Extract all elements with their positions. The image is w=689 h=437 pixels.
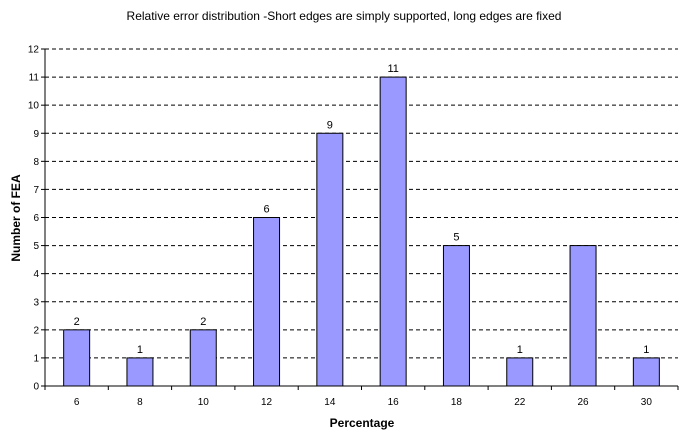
x-tick-label: 26 bbox=[577, 397, 589, 408]
data-label: 1 bbox=[137, 344, 143, 356]
x-tick-label: 6 bbox=[74, 397, 80, 408]
y-tick-label: 12 bbox=[28, 45, 40, 56]
y-tick-label: 10 bbox=[28, 101, 40, 112]
x-tick-label: 8 bbox=[137, 397, 143, 408]
y-tick-label: 4 bbox=[33, 269, 39, 280]
data-label: 2 bbox=[200, 316, 206, 328]
y-tick-label: 11 bbox=[29, 73, 40, 84]
y-tick-label: 9 bbox=[33, 129, 39, 140]
data-label: 1 bbox=[643, 344, 649, 356]
data-label: 1 bbox=[517, 344, 523, 356]
bar-18 bbox=[442, 245, 470, 387]
y-tick-label: 1 bbox=[33, 353, 39, 364]
x-tick-label: 18 bbox=[451, 397, 463, 408]
bar-6 bbox=[63, 329, 91, 387]
gridlines bbox=[45, 48, 678, 359]
data-label: 6 bbox=[263, 204, 269, 216]
y-axis-label: Number of FEA bbox=[9, 174, 23, 262]
x-tick-label: 30 bbox=[641, 397, 653, 408]
x-tick-label: 22 bbox=[514, 397, 526, 408]
bar-16 bbox=[379, 76, 407, 387]
x-tick-label: 16 bbox=[388, 397, 400, 408]
bar-10 bbox=[189, 329, 217, 387]
y-tick-label: 2 bbox=[33, 325, 39, 336]
y-tick-label: 3 bbox=[33, 297, 39, 308]
x-tick-label: 12 bbox=[261, 397, 273, 408]
bar-26 bbox=[569, 245, 597, 387]
data-label: 2 bbox=[74, 316, 80, 328]
x-axis-ticks: 6 8 10 12 14 16 18 22 26 30 bbox=[44, 386, 679, 408]
data-label: 5 bbox=[453, 232, 459, 244]
y-tick-label: 0 bbox=[33, 382, 39, 393]
bar-30 bbox=[632, 357, 660, 387]
x-axis-label: Percentage bbox=[330, 416, 395, 430]
bar-14 bbox=[316, 132, 344, 387]
x-tick-label: 14 bbox=[324, 397, 336, 408]
data-label: 11 bbox=[387, 63, 398, 75]
x-tick-label: 10 bbox=[198, 397, 210, 408]
bar-22 bbox=[506, 357, 534, 387]
bar-8 bbox=[126, 357, 154, 387]
bars bbox=[63, 76, 660, 387]
y-tick-label: 8 bbox=[33, 157, 39, 168]
y-tick-label: 5 bbox=[33, 241, 39, 252]
chart-title: Relative error distribution -Short edges… bbox=[127, 9, 562, 23]
y-tick-label: 6 bbox=[33, 213, 39, 224]
y-tick-label: 7 bbox=[33, 185, 39, 196]
data-label: 9 bbox=[327, 119, 333, 131]
bar-12 bbox=[253, 217, 281, 387]
